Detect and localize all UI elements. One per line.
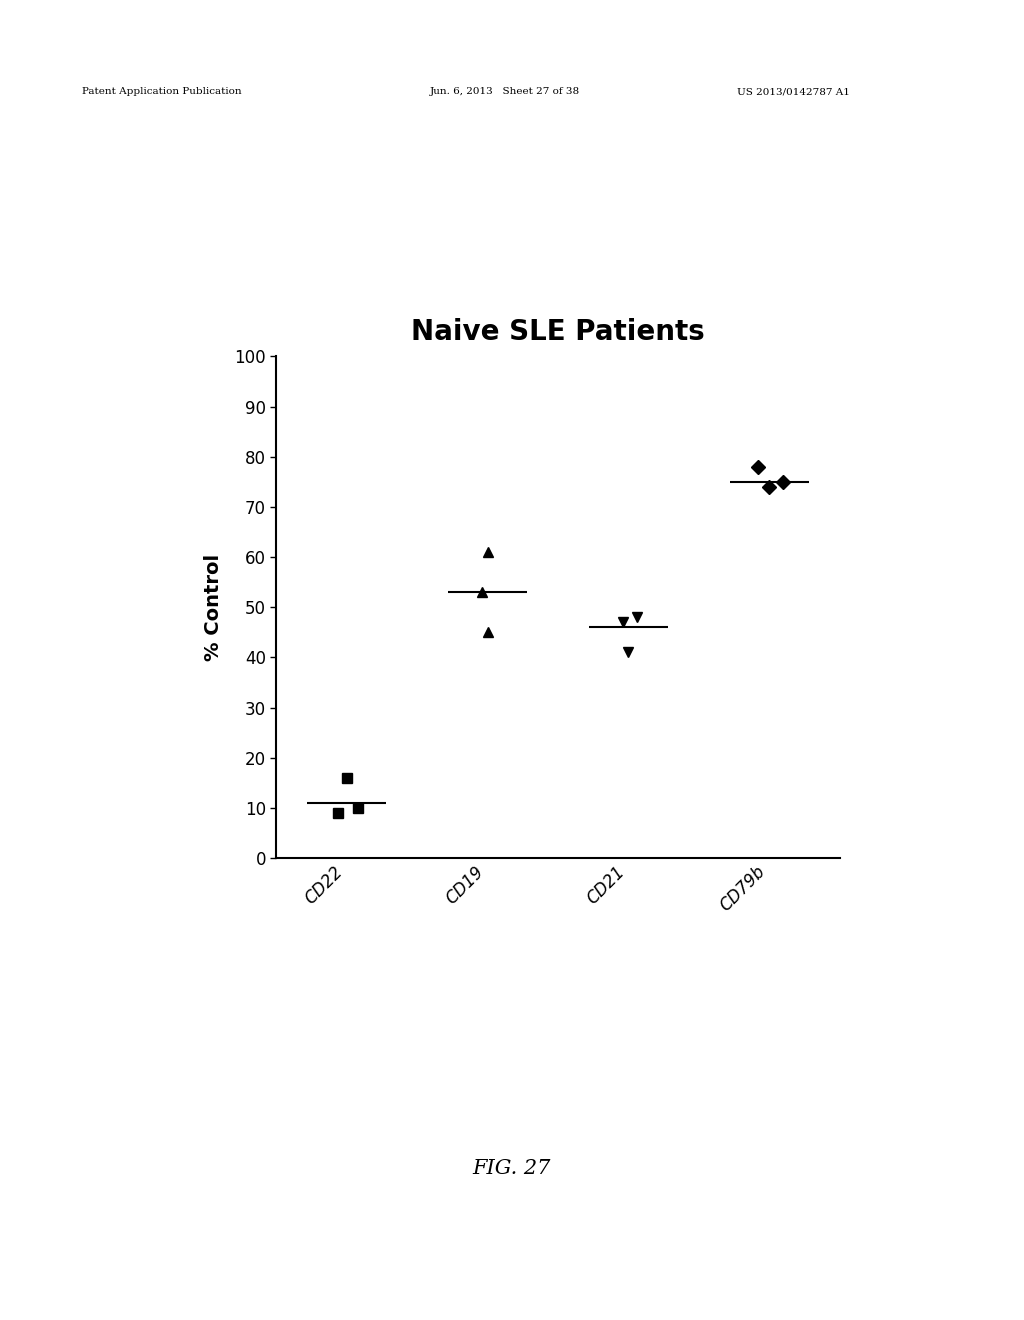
Title: Naive SLE Patients: Naive SLE Patients	[412, 318, 705, 346]
Text: FIG. 27: FIG. 27	[473, 1159, 551, 1177]
Y-axis label: % Control: % Control	[205, 553, 223, 661]
Text: Patent Application Publication: Patent Application Publication	[82, 87, 242, 96]
Text: Jun. 6, 2013   Sheet 27 of 38: Jun. 6, 2013 Sheet 27 of 38	[430, 87, 581, 96]
Text: US 2013/0142787 A1: US 2013/0142787 A1	[737, 87, 850, 96]
